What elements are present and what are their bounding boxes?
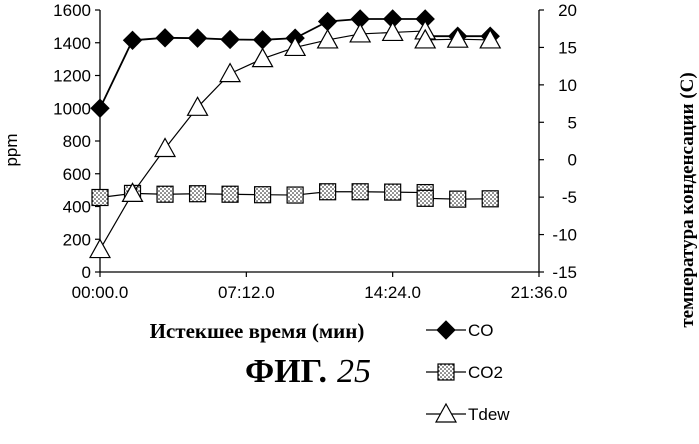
series-tdew [90, 21, 500, 258]
y-left-tick-label: 200 [63, 230, 91, 249]
x-axis-ticks: 00:00.0 07:12.0 14:24.0 21:36.0 [72, 272, 568, 302]
data-point-tdew [155, 138, 175, 156]
data-point-co2 [157, 186, 173, 202]
data-point-co [221, 30, 239, 48]
data-point-co2 [287, 187, 303, 203]
data-point-co2 [222, 186, 238, 202]
legend-marker [438, 364, 454, 380]
data-point-co2 [385, 184, 401, 200]
data-point-co [156, 29, 174, 47]
legend-item-tdew: Tdew [426, 404, 510, 424]
legend-item-co2: CO2 [426, 363, 503, 382]
legend-marker [436, 404, 456, 422]
data-point-co [254, 31, 272, 49]
data-point-co2 [417, 190, 433, 206]
y-right-tick-label: 0 [568, 151, 577, 170]
x-axis-title: Истекшее время (мин) [150, 319, 365, 343]
right-axis-ticks: -15 -10 -5 0 5 10 15 20 [539, 1, 577, 282]
figure-caption-prefix: ФИГ. [245, 353, 327, 390]
data-point-tdew [350, 24, 370, 42]
y-right-tick-label: -5 [562, 188, 577, 207]
data-point-co2 [450, 191, 466, 207]
y-right-tick-label: -10 [552, 226, 577, 245]
y-left-tick-label: 1200 [53, 67, 91, 86]
y-left-tick-label: 1600 [53, 1, 91, 20]
x-tick-label: 07:12.0 [218, 283, 275, 302]
data-point-co2 [482, 191, 498, 207]
y-left-tick-label: 1000 [53, 99, 91, 118]
series-line-tdew [100, 31, 490, 250]
data-point-co [189, 29, 207, 47]
data-point-co2 [255, 187, 271, 203]
y-left-tick-label: 600 [63, 165, 91, 184]
y-left-tick-label: 0 [82, 263, 91, 282]
data-point-tdew [480, 30, 500, 48]
data-point-tdew [383, 22, 403, 40]
y-right-axis-title: температура конденсации (С) [677, 72, 698, 327]
data-point-co2 [352, 184, 368, 200]
x-tick-label: 14:24.0 [364, 283, 421, 302]
x-tick-label: 00:00.0 [72, 283, 129, 302]
data-point-co2 [320, 184, 336, 200]
y-left-tick-label: 400 [63, 198, 91, 217]
y-right-tick-label: 15 [558, 38, 577, 57]
data-point-tdew [220, 64, 240, 82]
x-tick-label: 21:36.0 [511, 283, 568, 302]
y-left-axis-title: ppm [2, 133, 21, 166]
y-left-tick-label: 1400 [53, 34, 91, 53]
legend: CO CO2 Tdew [426, 321, 510, 424]
series-layer [90, 10, 500, 258]
y-right-tick-label: 20 [558, 1, 577, 20]
left-axis-ticks: 0 200 400 600 800 1000 1200 1400 1600 [53, 1, 100, 282]
legend-label: CO2 [468, 363, 503, 382]
y-right-tick-label: -15 [552, 263, 577, 282]
series-co2 [92, 184, 498, 207]
chart: 0 200 400 600 800 1000 1200 1400 1600 -15 -10 -5 0 5… [0, 0, 699, 444]
legend-item-co: CO [426, 321, 494, 340]
data-point-co2 [190, 186, 206, 202]
data-point-tdew [90, 240, 110, 258]
y-left-tick-label: 800 [63, 132, 91, 151]
legend-marker [437, 321, 455, 339]
data-point-co [91, 99, 109, 117]
data-point-co [124, 31, 142, 49]
data-point-co2 [92, 189, 108, 205]
y-right-tick-label: 5 [568, 113, 577, 132]
data-point-co [319, 12, 337, 30]
data-point-tdew [253, 49, 273, 67]
legend-label: CO [468, 321, 494, 340]
figure-caption-number: 25 [337, 353, 371, 390]
y-right-tick-label: 10 [558, 76, 577, 95]
series-co [91, 10, 499, 117]
legend-label: Tdew [468, 405, 510, 424]
figure-caption: ФИГ. 25 [245, 353, 371, 390]
